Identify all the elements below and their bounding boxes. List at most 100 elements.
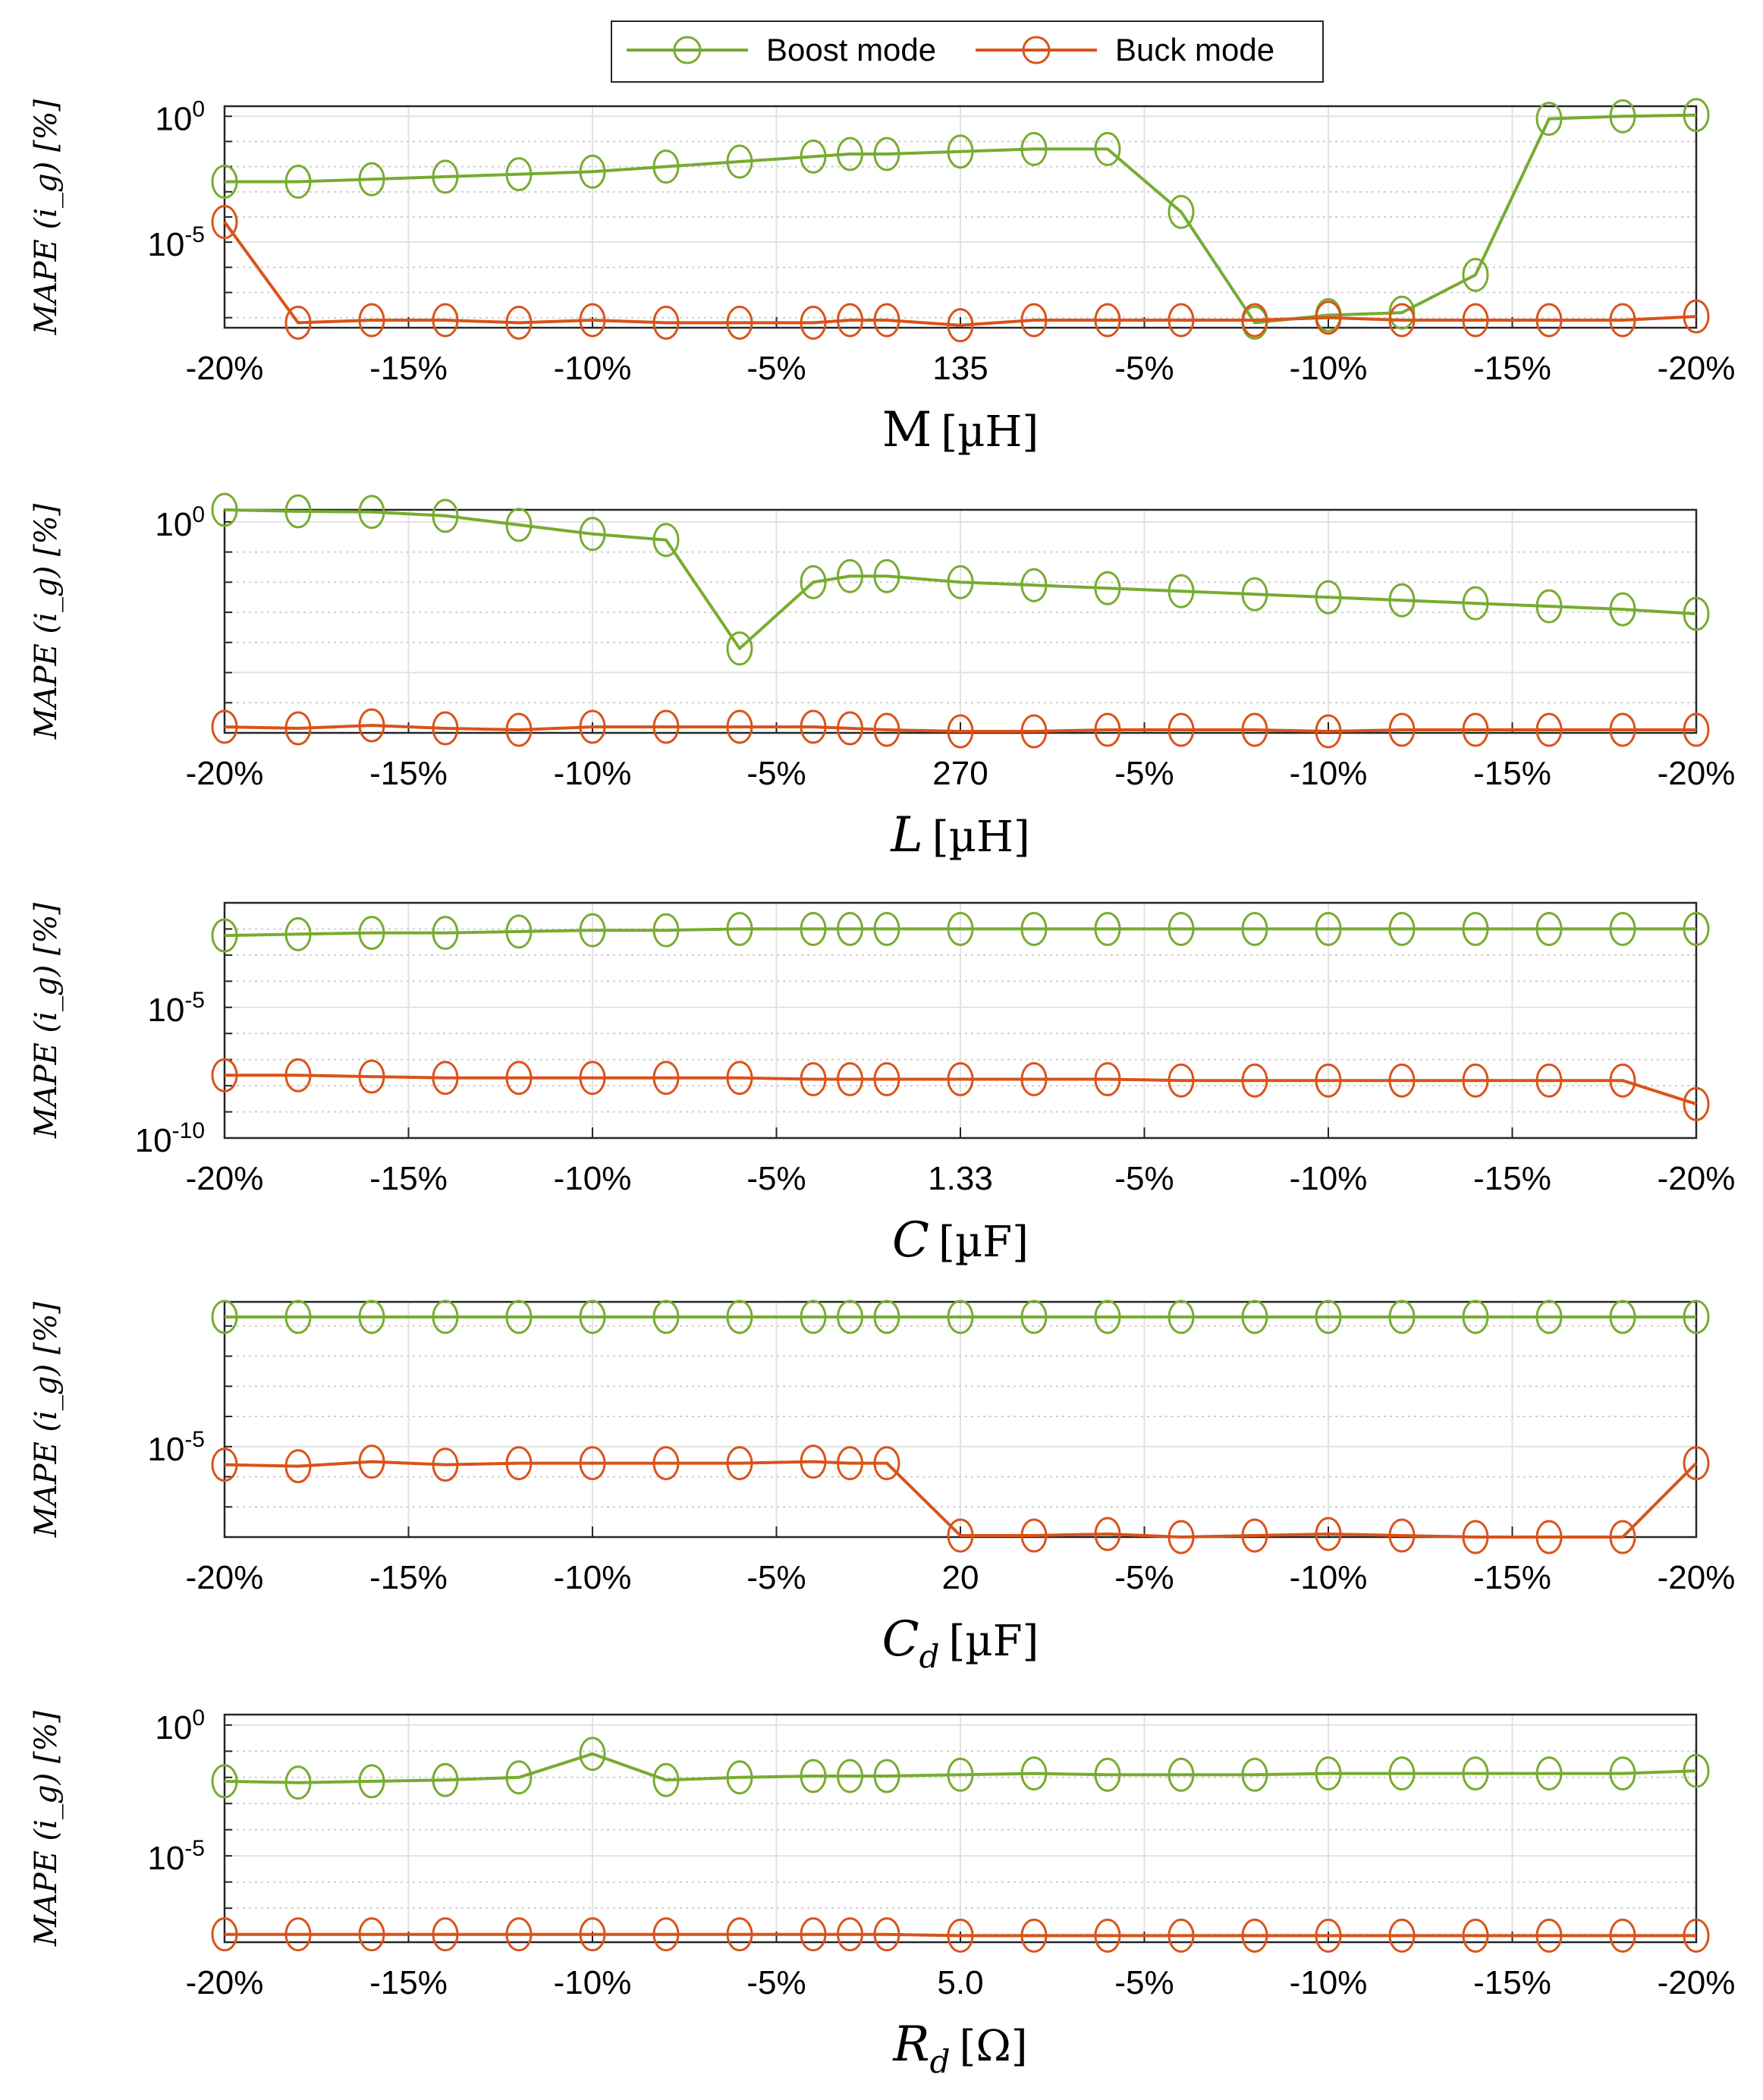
buck-marker bbox=[1241, 1518, 1268, 1553]
buck-marker bbox=[505, 712, 533, 747]
boost-marker bbox=[1462, 1756, 1489, 1791]
buck-marker bbox=[1315, 300, 1342, 335]
boost-marker bbox=[1020, 1300, 1048, 1335]
x-tick-label: -15% bbox=[369, 1559, 448, 1596]
buck-line bbox=[224, 724, 1696, 733]
boost-marker bbox=[873, 1300, 900, 1335]
y-tick-exponent: -5 bbox=[184, 222, 205, 247]
buck-marker bbox=[1094, 1517, 1121, 1551]
buck-marker bbox=[211, 1917, 238, 1952]
x-tick-label: -15% bbox=[1473, 1559, 1551, 1596]
x-tick-label: -10% bbox=[554, 1559, 632, 1596]
boost-marker bbox=[837, 558, 863, 593]
boost-marker bbox=[1609, 1300, 1636, 1335]
buck-marker bbox=[1167, 712, 1195, 747]
x-tick-label: -10% bbox=[554, 1964, 632, 2001]
buck-marker bbox=[358, 1445, 385, 1479]
boost-marker bbox=[873, 911, 900, 946]
boost-marker bbox=[579, 517, 606, 552]
buck-marker bbox=[1535, 712, 1563, 747]
x-axis-unit: [µH] bbox=[941, 407, 1039, 457]
boost-marker bbox=[284, 1765, 312, 1800]
buck-marker bbox=[652, 305, 680, 340]
buck-marker bbox=[652, 1446, 680, 1481]
buck-marker bbox=[358, 1059, 385, 1094]
buck-line bbox=[225, 1932, 1696, 1938]
boost-marker bbox=[505, 1300, 533, 1335]
y-axis-label: MAPE (i_g) [%] bbox=[29, 1302, 64, 1539]
boost-marker bbox=[358, 495, 385, 530]
buck-marker bbox=[1315, 714, 1342, 749]
buck-marker bbox=[211, 1448, 238, 1482]
x-tick-label: -15% bbox=[369, 1160, 448, 1197]
y-tick-exponent: -10 bbox=[172, 1118, 205, 1143]
boost-marker bbox=[1535, 1300, 1563, 1335]
boost-marker bbox=[1609, 592, 1636, 627]
y-tick-base: 10 bbox=[135, 1122, 172, 1159]
buck-marker bbox=[1462, 1520, 1489, 1555]
boost-marker bbox=[1535, 1756, 1563, 1791]
buck-marker bbox=[1683, 1446, 1710, 1481]
panel-1: -20% -15% -10% -5% 135 -5% -10% -15% -20%10010-5… bbox=[29, 96, 1735, 458]
buck-marker bbox=[1094, 712, 1121, 747]
buck-series bbox=[211, 205, 1710, 343]
buck-marker bbox=[1020, 303, 1048, 338]
boost-marker bbox=[358, 1300, 385, 1335]
x-tick-label: -20% bbox=[186, 1964, 264, 2001]
buck-marker bbox=[726, 1446, 753, 1481]
boost-marker bbox=[947, 564, 974, 599]
x-tick-label: 5.0 bbox=[937, 1964, 983, 2001]
buck-marker bbox=[947, 1918, 974, 1953]
boost-marker bbox=[1020, 911, 1048, 946]
x-axis-label: L [µH] bbox=[890, 807, 1029, 863]
x-axis-symbol: C bbox=[892, 1212, 929, 1268]
buck-line bbox=[223, 221, 1697, 327]
x-tick-label: -10% bbox=[1290, 1559, 1368, 1596]
panel-3: -20% -15% -10% -5% 1.33 -5% -10% -15% -20%10-510… bbox=[29, 901, 1735, 1268]
buck-marker bbox=[1315, 1063, 1342, 1098]
boost-marker bbox=[1535, 911, 1563, 946]
x-tick-label: -10% bbox=[1290, 1160, 1368, 1197]
boost-marker bbox=[1241, 577, 1268, 611]
buck-marker bbox=[358, 708, 385, 743]
x-axis-label: Cd [µF] bbox=[882, 1611, 1039, 1675]
buck-marker bbox=[1315, 1918, 1342, 1953]
y-tick-base: 10 bbox=[147, 1431, 184, 1468]
buck-marker bbox=[284, 1917, 312, 1952]
boost-marker bbox=[432, 159, 459, 194]
x-axis-unit: [Ω] bbox=[959, 2022, 1027, 2071]
y-tick-base: 10 bbox=[147, 226, 184, 263]
boost-marker bbox=[652, 913, 680, 948]
boost-marker bbox=[800, 911, 827, 946]
buck-series bbox=[211, 1917, 1710, 1953]
buck-marker bbox=[1167, 303, 1195, 338]
y-tick-label: 10-5 bbox=[147, 1427, 205, 1468]
y-tick-exponent: -5 bbox=[184, 1836, 205, 1861]
x-tick-label: -20% bbox=[186, 1160, 264, 1197]
boost-marker bbox=[726, 1760, 753, 1795]
boost-marker bbox=[652, 149, 680, 184]
buck-marker bbox=[873, 1446, 900, 1481]
buck-marker bbox=[579, 303, 606, 338]
buck-marker bbox=[1462, 712, 1489, 747]
buck-marker bbox=[432, 711, 459, 746]
boost-marker bbox=[837, 137, 863, 171]
buck-marker bbox=[579, 1061, 606, 1096]
boost-marker bbox=[505, 914, 533, 949]
boost-marker bbox=[211, 165, 238, 200]
buck-marker bbox=[1462, 1918, 1489, 1953]
boost-marker bbox=[726, 144, 753, 179]
legend-marker-boost bbox=[673, 36, 702, 64]
buck-marker bbox=[652, 709, 680, 744]
buck-marker bbox=[432, 1061, 459, 1096]
buck-marker bbox=[432, 1917, 459, 1952]
boost-marker bbox=[1683, 98, 1710, 133]
buck-marker bbox=[1683, 712, 1710, 747]
buck-marker bbox=[1535, 303, 1563, 338]
boost-marker bbox=[1167, 1300, 1195, 1335]
buck-marker bbox=[505, 1917, 533, 1952]
boost-marker bbox=[726, 1300, 753, 1335]
legend-label-boost: Boost mode bbox=[766, 32, 936, 68]
x-tick-label: -15% bbox=[369, 350, 448, 387]
boost-marker bbox=[1609, 911, 1636, 946]
